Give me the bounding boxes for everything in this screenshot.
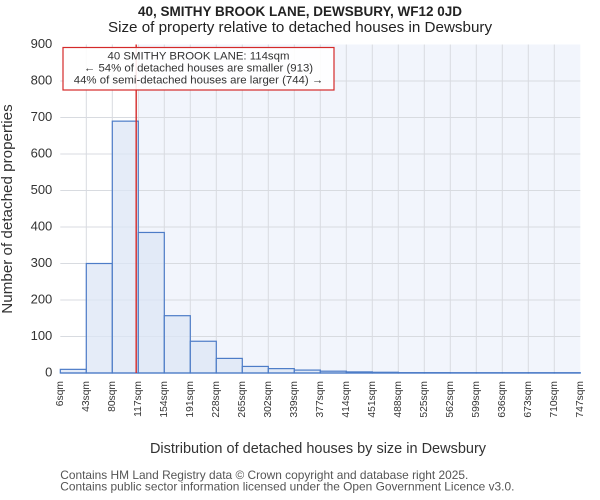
svg-text:154sqm: 154sqm <box>159 381 170 418</box>
svg-text:100: 100 <box>31 328 53 343</box>
svg-text:44% of semi-detached houses ar: 44% of semi-detached houses are larger (… <box>74 75 323 87</box>
svg-text:339sqm: 339sqm <box>289 381 300 418</box>
svg-text:488sqm: 488sqm <box>393 381 404 418</box>
svg-text:636sqm: 636sqm <box>497 381 508 418</box>
svg-text:228sqm: 228sqm <box>211 381 222 418</box>
svg-text:40 SMITHY BROOK LANE: 114sqm: 40 SMITHY BROOK LANE: 114sqm <box>108 51 290 63</box>
svg-text:0: 0 <box>45 365 52 380</box>
svg-text:300: 300 <box>31 255 53 270</box>
svg-text:747sqm: 747sqm <box>575 381 586 418</box>
svg-text:500: 500 <box>31 182 53 197</box>
svg-text:80sqm: 80sqm <box>107 381 118 412</box>
svg-text:900: 900 <box>31 36 53 51</box>
svg-text:400: 400 <box>31 219 53 234</box>
svg-text:Distribution of detached house: Distribution of detached houses by size … <box>150 441 487 457</box>
svg-text:6sqm: 6sqm <box>55 381 66 406</box>
svg-text:200: 200 <box>31 292 53 307</box>
svg-text:800: 800 <box>31 73 53 88</box>
svg-text:117sqm: 117sqm <box>133 381 144 417</box>
svg-text:700: 700 <box>31 109 53 124</box>
svg-text:562sqm: 562sqm <box>445 381 456 418</box>
svg-text:377sqm: 377sqm <box>315 381 326 418</box>
svg-text:710sqm: 710sqm <box>549 381 560 418</box>
svg-text:673sqm: 673sqm <box>523 381 534 418</box>
svg-text:43sqm: 43sqm <box>81 381 92 412</box>
svg-text:600: 600 <box>31 146 53 161</box>
svg-text:451sqm: 451sqm <box>367 381 378 418</box>
svg-text:414sqm: 414sqm <box>341 381 352 418</box>
svg-text:525sqm: 525sqm <box>419 381 430 418</box>
svg-text:265sqm: 265sqm <box>237 381 248 418</box>
svg-text:Contains public sector informa: Contains public sector information licen… <box>60 480 514 494</box>
svg-text:302sqm: 302sqm <box>263 381 274 418</box>
svg-text:599sqm: 599sqm <box>471 381 482 418</box>
svg-text:Number of detached properties: Number of detached properties <box>0 104 16 314</box>
svg-text:191sqm: 191sqm <box>185 381 196 418</box>
svg-text:← 54% of detached houses are s: ← 54% of detached houses are smaller (91… <box>84 63 313 75</box>
